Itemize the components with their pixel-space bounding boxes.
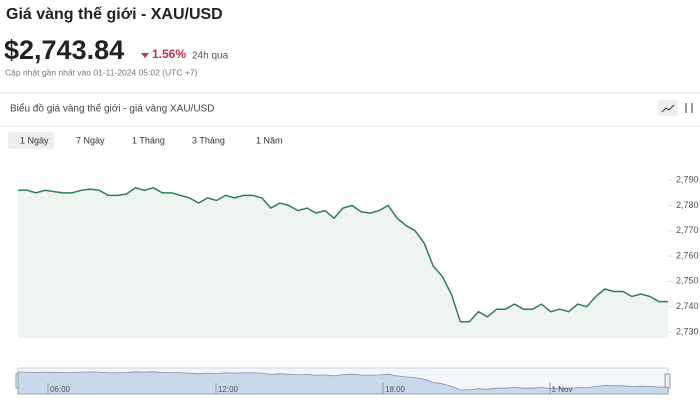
nav-label: 06:00 bbox=[50, 385, 71, 394]
y-tick-label: 2,760 bbox=[676, 250, 699, 260]
price: $2,743.84 bbox=[4, 35, 124, 65]
tab[interactable]: 1 Ngày bbox=[20, 135, 49, 145]
nav-handle[interactable] bbox=[664, 373, 671, 389]
y-tick-label: 2,730 bbox=[676, 326, 699, 336]
change: 1.56% bbox=[152, 47, 186, 61]
down-arrow bbox=[141, 53, 149, 58]
tab[interactable]: 3 Tháng bbox=[192, 135, 225, 145]
y-tick-label: 2,770 bbox=[676, 225, 699, 235]
nav-label: 12:00 bbox=[218, 385, 239, 394]
period: 24h qua bbox=[192, 51, 229, 62]
nav-label: 18:00 bbox=[385, 385, 406, 394]
candle-icon[interactable] bbox=[685, 103, 693, 113]
title: Giá vàng thế giới - XAU/USD bbox=[6, 6, 223, 23]
tab-active-bg bbox=[8, 132, 54, 149]
nav-label: 1 Nov bbox=[552, 385, 573, 394]
y-tick-label: 2,780 bbox=[676, 200, 699, 210]
price-line bbox=[18, 186, 668, 323]
y-tick-label: 2,740 bbox=[676, 301, 699, 311]
line-icon bbox=[661, 104, 675, 113]
area bbox=[18, 187, 668, 337]
y-tick-label: 2,790 bbox=[676, 175, 699, 185]
tab[interactable]: 1 Năm bbox=[256, 135, 283, 145]
updated: Cập nhật gần nhất vào 01-11-2024 05:02 (… bbox=[5, 67, 198, 77]
navigator-area bbox=[17, 371, 669, 395]
tab[interactable]: 7 Ngày bbox=[76, 135, 105, 145]
y-tick-label: 2,750 bbox=[676, 276, 699, 286]
tab[interactable]: 1 Tháng bbox=[132, 135, 165, 145]
panel-title: Biểu đồ giá vàng thế giới - giá vàng XAU… bbox=[10, 103, 214, 115]
line-icon-button[interactable] bbox=[658, 100, 678, 116]
